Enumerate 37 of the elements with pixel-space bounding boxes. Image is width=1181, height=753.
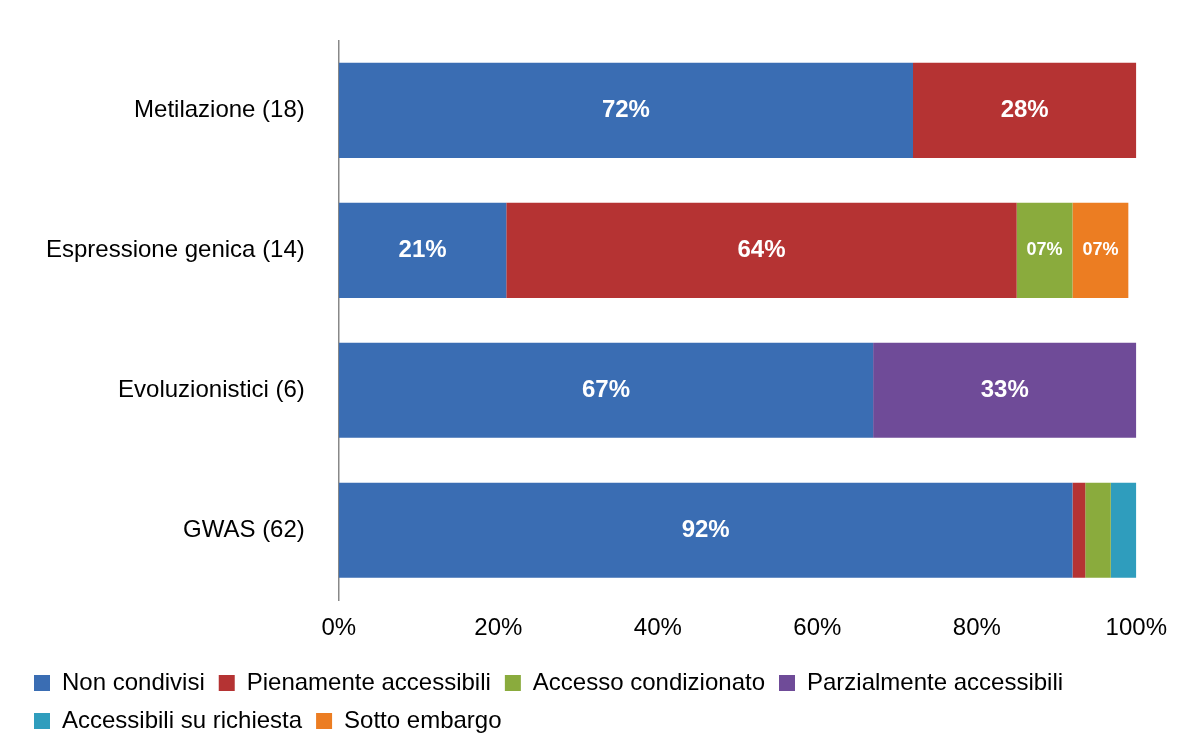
x-tick-label: 60%: [793, 613, 842, 641]
y-tick-label: Espressione genica (14): [46, 234, 305, 262]
data-label: 21%: [398, 234, 447, 262]
y-tick-label: GWAS (62): [183, 514, 305, 542]
bar: [1072, 202, 1129, 298]
legend-label: Accesso condizionato: [532, 667, 765, 695]
bar: [338, 482, 1073, 578]
bar: [338, 342, 874, 438]
legend-label: Sotto embargo: [344, 705, 502, 733]
data-label: 92%: [681, 514, 730, 542]
bar: [1110, 482, 1137, 578]
bar: [1072, 482, 1086, 578]
data-label: 72%: [601, 95, 650, 122]
bar: [338, 62, 914, 158]
data-label: 07%: [1026, 239, 1063, 260]
legend-label: Non condivisi: [62, 667, 205, 695]
x-tick-label: 0%: [321, 613, 357, 641]
data-label: 07%: [1082, 239, 1119, 260]
data-label: 67%: [581, 374, 630, 402]
bar: [1085, 482, 1111, 578]
x-tick-label: 100%: [1105, 613, 1167, 641]
legend-label: Parzialmente accessibili: [807, 667, 1064, 695]
data-label: 33%: [980, 374, 1029, 402]
y-tick-label: Metilazione (18): [134, 95, 305, 122]
bar: [873, 342, 1137, 438]
x-tick-label: 40%: [633, 613, 682, 641]
bar: [1016, 202, 1073, 298]
data-label: 28%: [1000, 95, 1049, 122]
bar: [338, 202, 507, 298]
legend-label: Pienamente accessibili: [246, 667, 491, 695]
bar: [506, 202, 1017, 298]
legend-label: Accessibili su richiesta: [62, 705, 303, 733]
y-tick-label: Evoluzionistici (6): [118, 374, 305, 402]
x-tick-label: 20%: [474, 613, 523, 641]
bar: [913, 62, 1137, 158]
x-tick-label: 80%: [952, 613, 1001, 641]
data-label: 64%: [737, 234, 786, 262]
